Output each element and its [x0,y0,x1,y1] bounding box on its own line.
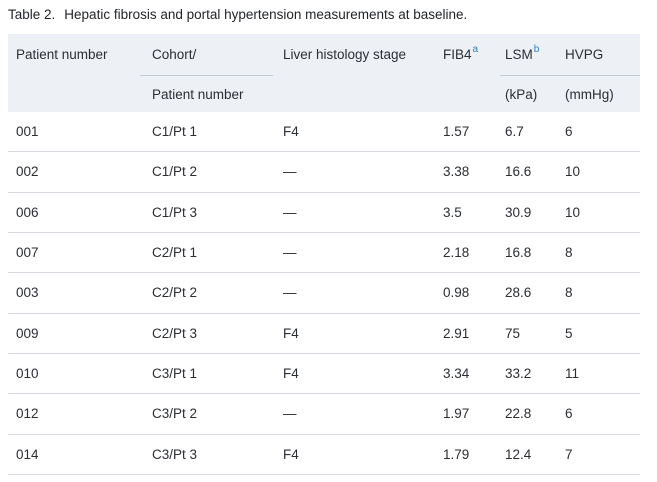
cell-histology: F4 [283,124,299,140]
cell-hvpg: 8 [565,245,573,261]
cell-cohort: C1/Pt 3 [152,204,198,220]
cell-lsm: 28.6 [505,285,532,301]
cell-fib4: 3.5 [443,204,462,220]
cell-lsm: 16.6 [505,164,532,180]
table-row: 014 C3/Pt 3 F4 1.79 12.4 7 [8,435,640,475]
cell-fib4: 2.91 [443,325,470,341]
table-row: 007 C2/Pt 1 — 2.18 16.8 8 [8,233,640,274]
col-header-patient-number: Patient number [16,47,108,62]
cell-lsm: 6.7 [505,124,524,140]
cell-histology: — [283,245,297,261]
cell-patient-number: 002 [16,164,39,180]
table-title-text: Hepatic fibrosis and portal hypertension… [64,7,468,22]
header-divider-cohort [140,75,273,76]
cell-hvpg: 10 [565,204,581,220]
cell-hvpg: 5 [565,325,573,341]
cell-cohort: C3/Pt 1 [152,366,198,382]
cell-cohort: C3/Pt 3 [152,446,198,462]
cell-fib4: 3.34 [443,366,470,382]
cell-histology: F4 [283,366,299,382]
cell-patient-number: 012 [16,406,39,422]
cell-cohort: C1/Pt 2 [152,164,198,180]
cell-lsm: 30.9 [505,204,532,220]
cell-fib4: 2.18 [443,245,470,261]
cell-histology: — [283,164,297,180]
baseline-measurements-table: Patient number Cohort/ Liver histology s… [8,34,640,475]
table-body: 001 C1/Pt 1 F4 1.57 6.7 6 002 C1/Pt 2 — … [8,112,640,475]
cell-fib4: 1.57 [443,124,470,140]
cell-cohort: C3/Pt 2 [152,406,198,422]
table-caption: Table 2. Hepatic fibrosis and portal hype… [8,7,467,22]
cell-hvpg: 6 [565,406,573,422]
cell-lsm: 33.2 [505,366,532,382]
col-header-fib4: FIB4 a [443,43,479,62]
cell-histology: — [283,204,297,220]
cell-histology: — [283,406,297,422]
cell-hvpg: 7 [565,446,573,462]
cell-patient-number: 014 [16,446,39,462]
table-label: Table 2. [8,7,56,22]
cell-hvpg: 11 [565,366,580,382]
table-row: 012 C3/Pt 2 — 1.97 22.8 6 [8,394,640,435]
cell-cohort: C2/Pt 2 [152,285,198,301]
cell-cohort: C1/Pt 1 [152,124,198,140]
col-header-histology: Liver histology stage [283,47,407,62]
cell-lsm: 12.4 [505,446,532,462]
cell-patient-number: 009 [16,325,39,341]
table-row: 001 C1/Pt 1 F4 1.57 6.7 6 [8,112,640,153]
table-row: 009 C2/Pt 3 F4 2.91 75 5 [8,314,640,354]
col-subheader-kpa: (kPa) [505,86,538,102]
table-row: 006 C1/Pt 3 — 3.5 30.9 10 [8,193,640,233]
cell-lsm: 16.8 [505,245,532,261]
cell-fib4: 3.38 [443,164,470,180]
cell-hvpg: 8 [565,285,573,301]
table-row: 003 C2/Pt 2 — 0.98 28.6 8 [8,273,640,314]
header-divider-lsm-hvpg [500,75,640,76]
table-row: 010 C3/Pt 1 F4 3.34 33.2 11 [8,354,640,395]
cell-patient-number: 006 [16,204,39,220]
col-subheader-patient-number: Patient number [152,86,244,102]
cell-lsm: 75 [505,325,521,341]
cell-fib4: 0.98 [443,285,470,301]
cell-lsm: 22.8 [505,406,532,422]
col-header-hvpg: HVPG [565,47,604,62]
cell-patient-number: 001 [16,124,39,140]
table-header: Patient number Cohort/ Liver histology s… [8,34,640,112]
cell-fib4: 1.79 [443,446,470,462]
cell-patient-number: 003 [16,285,39,301]
cell-patient-number: 007 [16,245,39,261]
cell-cohort: C2/Pt 3 [152,325,198,341]
table-row: 002 C1/Pt 2 — 3.38 16.6 10 [8,152,640,193]
cell-hvpg: 6 [565,124,573,140]
col-header-lsm: LSM b [505,43,540,62]
cell-patient-number: 010 [16,366,39,382]
cell-histology: — [283,285,297,301]
cell-histology: F4 [283,446,299,462]
col-subheader-mmhg: (mmHg) [565,86,614,102]
cell-histology: F4 [283,325,299,341]
cell-fib4: 1.97 [443,406,470,422]
cell-hvpg: 10 [565,164,581,180]
cell-cohort: C2/Pt 1 [152,245,198,261]
col-header-cohort: Cohort/ [152,47,197,62]
